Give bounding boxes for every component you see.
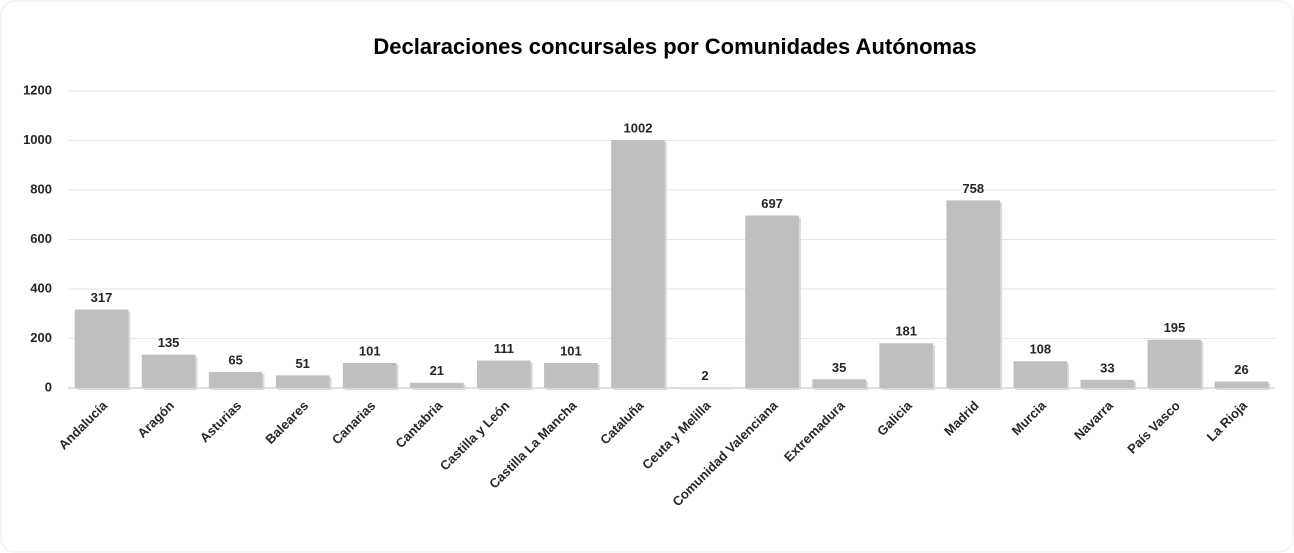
bar: [879, 343, 934, 388]
bar: [1147, 339, 1202, 388]
data-label: 195: [1164, 320, 1186, 335]
y-tick-label: 600: [30, 231, 52, 246]
data-label: 1002: [624, 120, 653, 135]
chart-title: Declaraciones concursales por Comunidade…: [373, 34, 976, 59]
data-label: 51: [295, 356, 309, 371]
data-label: 181: [895, 324, 917, 339]
data-label: 65: [228, 352, 242, 367]
bar: [342, 363, 397, 388]
bar: [1080, 379, 1135, 388]
bar: [74, 309, 129, 388]
y-tick-label: 1000: [23, 132, 52, 147]
bar: [745, 215, 799, 388]
data-label: 101: [560, 343, 582, 358]
bar: [141, 354, 196, 388]
bar: [611, 140, 665, 388]
bar: [946, 200, 1001, 388]
data-label: 111: [494, 341, 514, 356]
data-label: 101: [359, 343, 381, 358]
bar: [1214, 381, 1269, 388]
data-label: 33: [1100, 360, 1114, 375]
data-label: 317: [91, 290, 113, 305]
y-tick-label: 400: [30, 280, 52, 295]
data-label: 21: [430, 363, 444, 378]
data-label: 697: [761, 196, 783, 211]
data-label: 135: [158, 335, 180, 350]
y-tick-label: 0: [45, 379, 52, 394]
data-label: 2: [701, 368, 708, 383]
y-tick-label: 800: [30, 181, 52, 196]
y-tick-label: 1200: [23, 82, 52, 97]
y-tick-label: 200: [30, 330, 52, 345]
data-label: 758: [962, 181, 984, 196]
bar: [1013, 361, 1068, 388]
bar: [208, 371, 263, 388]
bar: [275, 375, 330, 388]
bar: [812, 379, 866, 388]
data-label: 35: [832, 360, 846, 375]
bar: [544, 363, 598, 388]
data-label: 108: [1029, 342, 1051, 357]
data-label: 26: [1234, 362, 1248, 377]
bar: [477, 360, 531, 388]
bar: [409, 382, 464, 388]
